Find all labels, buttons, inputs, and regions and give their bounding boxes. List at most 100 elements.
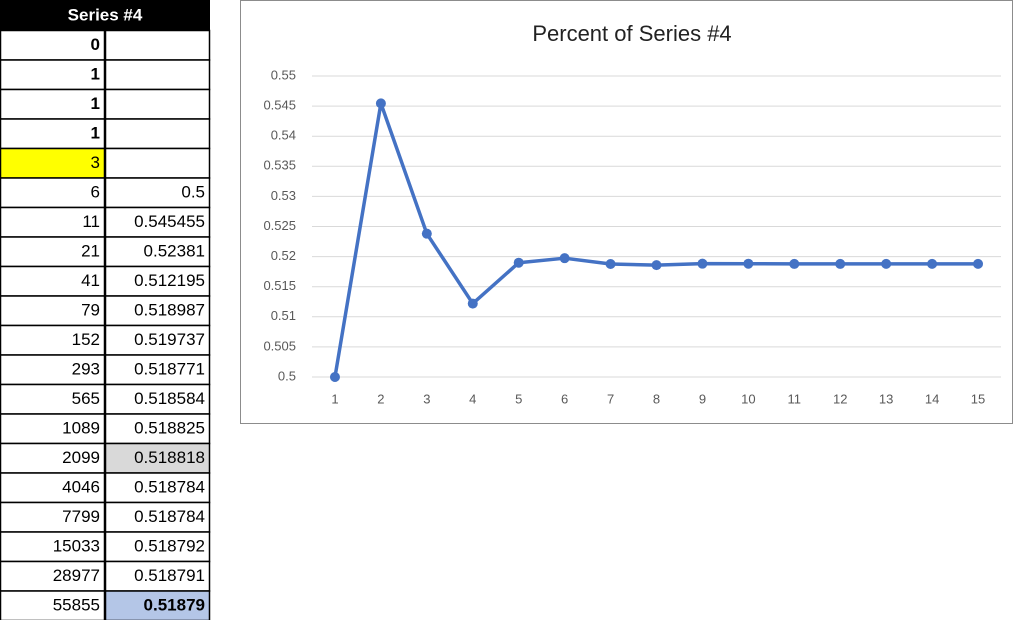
- cell-text: 0.518987: [134, 301, 205, 320]
- cell-text: 565: [72, 389, 100, 408]
- point: [651, 260, 662, 271]
- point: [697, 258, 708, 269]
- table-cell: [0, 383, 106, 415]
- cell-text: 41: [81, 271, 100, 290]
- cell-text: 2099: [62, 448, 100, 467]
- x-tick-label: 12: [833, 391, 847, 406]
- y-tick-label: 0.53: [271, 188, 296, 203]
- x-tick-label: 7: [607, 391, 614, 406]
- x-tick-label: 11: [788, 391, 802, 406]
- y-tick-label: 0.545: [263, 98, 296, 113]
- cell-text: 0.518771: [134, 360, 205, 379]
- table-cell: [0, 560, 106, 592]
- cell-text: 0.5: [181, 183, 205, 202]
- x-tick-label: 5: [515, 391, 522, 406]
- table-cell: [104, 59, 211, 91]
- y-tick-label: 0.5: [278, 368, 296, 383]
- cell-text: 0.518818: [134, 448, 205, 467]
- table-header-bg: [0, 0, 210, 30]
- point: [835, 258, 846, 269]
- x-tick-label: 14: [925, 391, 939, 406]
- point: [513, 257, 524, 268]
- table-cell: [0, 206, 106, 238]
- point: [743, 258, 754, 269]
- table-cell: [0, 29, 106, 61]
- cell-text: 1089: [62, 419, 100, 438]
- table-cell: [0, 118, 106, 150]
- table-cell: [104, 147, 211, 179]
- x-tick-label: 9: [699, 391, 706, 406]
- y-tick-label: 0.535: [263, 158, 296, 173]
- table-cell: [104, 177, 211, 209]
- table-cell: [104, 472, 211, 504]
- cell-text: 6: [91, 183, 100, 202]
- table-cell: [104, 383, 211, 415]
- point: [329, 372, 340, 382]
- table-cell: [0, 354, 106, 386]
- point: [789, 258, 800, 269]
- cell-text: 3: [91, 153, 100, 172]
- x-tick-label: 6: [561, 391, 568, 406]
- chart-title: Percent of Series #4: [532, 21, 731, 46]
- point: [421, 228, 432, 239]
- cell-text: 0: [91, 35, 100, 54]
- y-tick-label: 0.54: [271, 128, 296, 143]
- cell-text: 0.512195: [134, 271, 205, 290]
- table-cell: [104, 88, 211, 120]
- cell-text: 21: [81, 242, 100, 261]
- x-tick-label: 3: [423, 391, 430, 406]
- table-cell: [0, 295, 106, 327]
- table-cell: [0, 413, 106, 445]
- table-header: Series #4: [68, 5, 143, 24]
- cell-text: 4046: [62, 478, 100, 497]
- point: [375, 98, 386, 109]
- y-tick-label: 0.505: [263, 338, 296, 353]
- table-cell: [104, 531, 211, 563]
- x-tick-label: 10: [741, 391, 755, 406]
- point: [881, 258, 892, 269]
- y-tick-label: 0.51: [271, 308, 296, 323]
- table-cell: [104, 442, 211, 474]
- cell-text: 0.51879: [144, 596, 205, 615]
- point: [559, 253, 570, 264]
- point: [927, 258, 938, 269]
- y-tick-label: 0.55: [271, 67, 296, 82]
- table-cell: [0, 442, 106, 474]
- cell-text: 0.519737: [134, 330, 205, 349]
- cell-text: 1: [91, 65, 100, 84]
- point: [973, 258, 984, 269]
- cell-text: 79: [81, 301, 100, 320]
- table-cell: [104, 29, 211, 61]
- cell-text: 1: [91, 94, 100, 113]
- cell-text: 0.518584: [134, 389, 205, 408]
- table-cell: [0, 147, 106, 179]
- point: [605, 258, 616, 269]
- table-cell: [104, 354, 211, 386]
- table-cell: [104, 560, 211, 592]
- chart-frame: [240, 0, 1013, 424]
- table-cell: [104, 413, 211, 445]
- y-tick-label: 0.525: [263, 218, 296, 233]
- cell-text: 28977: [53, 566, 100, 585]
- table-cell: [0, 177, 106, 209]
- table-cell: [104, 265, 211, 297]
- cell-text: 0.518792: [134, 537, 205, 556]
- cell-text: 0.545455: [134, 212, 205, 231]
- table-cell: [0, 88, 106, 120]
- cell-text: 0.52381: [144, 242, 205, 261]
- table-cell: [0, 531, 106, 563]
- cell-text: 0.518784: [134, 478, 205, 497]
- table-cell: [104, 501, 211, 533]
- table-cell: [0, 59, 106, 91]
- table-cell: [104, 206, 211, 238]
- x-tick-label: 8: [653, 391, 660, 406]
- point: [467, 298, 478, 309]
- table-cell: [0, 590, 106, 620]
- y-tick-label: 0.515: [263, 278, 296, 293]
- cell-text: 7799: [62, 507, 100, 526]
- x-tick-label: 13: [879, 391, 893, 406]
- x-tick-label: 1: [331, 391, 338, 406]
- table-cell: [0, 472, 106, 504]
- table-cell: [104, 118, 211, 150]
